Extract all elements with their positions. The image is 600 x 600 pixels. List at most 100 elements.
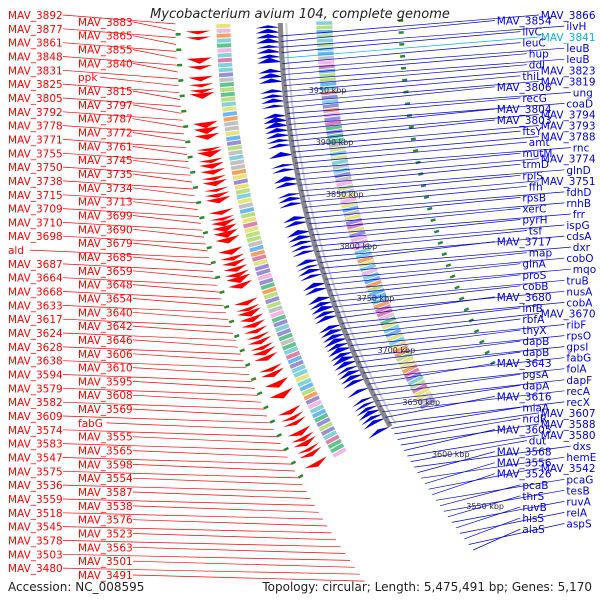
gene-label-left: MAV_3569 <box>78 404 133 416</box>
reverse-gene-mark <box>196 146 222 152</box>
leader-line <box>394 412 539 435</box>
gene-label-left: MAV_3538 <box>78 501 133 513</box>
leader-line <box>288 103 565 125</box>
leader-line <box>132 173 193 183</box>
category-band-outer <box>223 115 238 122</box>
forward-gene-mark <box>269 152 294 159</box>
position-label: 3900 kbp <box>316 138 354 147</box>
outer-tick <box>228 319 235 324</box>
category-band-outer <box>287 355 302 365</box>
leader-line <box>29 249 210 259</box>
category-band-outer <box>278 332 293 342</box>
gene-label-right: cdsA <box>566 231 592 243</box>
category-band-inner <box>319 77 336 83</box>
category-band-inner <box>350 234 367 243</box>
leader-line <box>286 86 495 109</box>
outer-tick <box>290 460 297 466</box>
gene-label-left: MAV_3648 <box>78 280 133 292</box>
forward-gene-mark <box>258 78 284 84</box>
category-band-inner <box>375 304 392 314</box>
category-band-inner <box>337 184 354 192</box>
reverse-gene-mark <box>269 387 293 399</box>
reverse-gene-mark <box>186 57 212 64</box>
gene-label-right: nusA <box>566 286 593 298</box>
leader-line <box>132 35 177 45</box>
forward-gene-mark <box>284 221 309 229</box>
leader-line <box>404 429 495 451</box>
leader-line <box>407 434 539 457</box>
category-band-inner <box>362 271 379 281</box>
leader-line <box>414 445 571 468</box>
gene-label-right: frr <box>573 209 586 221</box>
leader-line <box>296 147 571 169</box>
category-band-outer <box>228 149 243 156</box>
gene-label-left: MAV_3815 <box>78 86 133 98</box>
outer-tick <box>190 170 196 174</box>
gene-label-right: tesB <box>566 485 589 497</box>
category-band-inner <box>335 175 352 183</box>
leader-line <box>62 28 176 38</box>
gene-label-left: MAV_3679 <box>78 238 133 250</box>
gene-label-right: MAV_3526 <box>497 469 552 481</box>
gene-label-right: recA <box>566 386 590 398</box>
leader-line <box>283 58 565 81</box>
gene-label-right: dapB <box>522 336 549 348</box>
leader-line <box>132 450 288 458</box>
category-band-inner <box>357 255 374 264</box>
gene-label-left: MAV_3787 <box>78 114 133 126</box>
category-band-inner <box>346 222 364 230</box>
gene-label-left: MAV_3583 <box>8 439 63 451</box>
gene-label-right: leuC <box>522 38 545 50</box>
leader-line <box>62 567 360 575</box>
gene-label-left: MAV_3848 <box>8 51 63 63</box>
category-band-outer <box>246 235 262 243</box>
reverse-gene-mark <box>213 228 238 238</box>
gene-label-left: MAV_3587 <box>78 487 133 499</box>
gene-label-left: MAV_3523 <box>78 529 133 541</box>
inner-tick <box>449 274 456 279</box>
category-band-outer <box>293 368 308 378</box>
category-band-inner <box>320 81 337 87</box>
gene-label-right: MAV_3803 <box>497 115 552 127</box>
gene-label-left: MAV_3594 <box>8 370 63 382</box>
outer-tick <box>195 200 202 205</box>
forward-gene-mark <box>328 347 352 358</box>
category-band-inner <box>415 390 432 402</box>
category-band-inner <box>358 259 375 268</box>
outer-tick <box>263 405 269 410</box>
gene-label-left: MAV_3582 <box>8 397 63 409</box>
forward-gene-mark <box>283 216 308 224</box>
forward-gene-mark <box>322 333 346 344</box>
forward-gene-mark <box>256 48 282 54</box>
position-label: 3950 kbp <box>309 86 347 95</box>
gene-label-right: thrS <box>522 491 544 503</box>
gene-label-left: MAV_3654 <box>78 293 133 305</box>
category-band-outer <box>269 309 285 319</box>
gene-label-left: MAV_3609 <box>8 411 63 423</box>
category-band-outer <box>295 373 310 383</box>
category-band-inner <box>403 367 420 378</box>
leader-line <box>62 152 189 162</box>
leader-line <box>339 296 495 319</box>
leader-line <box>132 104 182 114</box>
category-band-outer <box>238 202 254 210</box>
leader-line <box>281 36 539 59</box>
gene-label-left: MAV_3606 <box>78 349 133 361</box>
gene-label-right: dxr <box>573 242 591 254</box>
outer-tick <box>185 140 191 144</box>
forward-gene-mark <box>256 54 282 59</box>
reverse-gene-mark <box>228 279 253 289</box>
outer-tick <box>214 275 221 280</box>
forward-gene-mark <box>277 193 302 199</box>
leader-line <box>62 498 315 506</box>
leader-line <box>329 268 571 291</box>
forward-gene-mark <box>263 117 289 125</box>
leader-line <box>373 373 521 396</box>
reverse-gene-mark <box>187 65 213 70</box>
leader-line <box>300 169 565 192</box>
category-band-outer <box>226 140 242 146</box>
reverse-gene-mark <box>205 191 230 198</box>
leader-line <box>287 92 571 114</box>
gene-label-right: tsf <box>529 226 543 238</box>
